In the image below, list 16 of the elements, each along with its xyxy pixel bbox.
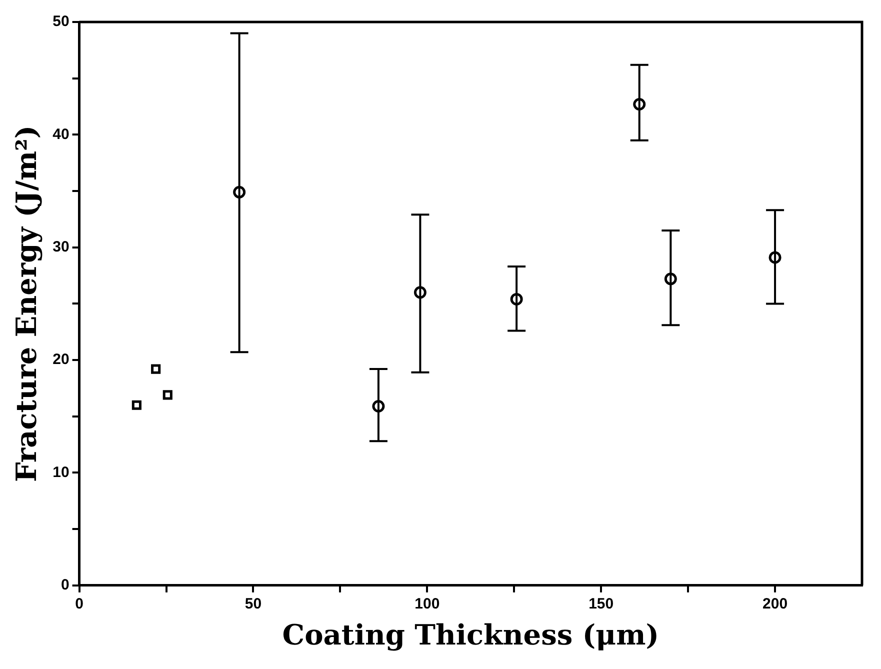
x-tick-label: 0: [75, 596, 84, 613]
x-tick-label: 100: [414, 596, 440, 613]
point: [132, 400, 142, 410]
y-tick-label: 10: [52, 464, 70, 481]
x-tick-label: 150: [588, 596, 614, 613]
point: [151, 364, 161, 374]
y-tick-label: 30: [52, 238, 70, 256]
point: [162, 390, 172, 400]
x-tick-label: 50: [244, 596, 262, 613]
y-tick-label: 20: [52, 351, 70, 368]
y-tick-label: 40: [52, 126, 70, 143]
y-tick-label: 0: [60, 576, 70, 594]
x-axis-title: Coating Thickness (μm): [282, 618, 659, 652]
x-tick-label: 200: [762, 596, 788, 613]
y-tick-label: 50: [52, 13, 70, 30]
y-axis-title: Fracture Energy (J/m²): [10, 125, 44, 482]
